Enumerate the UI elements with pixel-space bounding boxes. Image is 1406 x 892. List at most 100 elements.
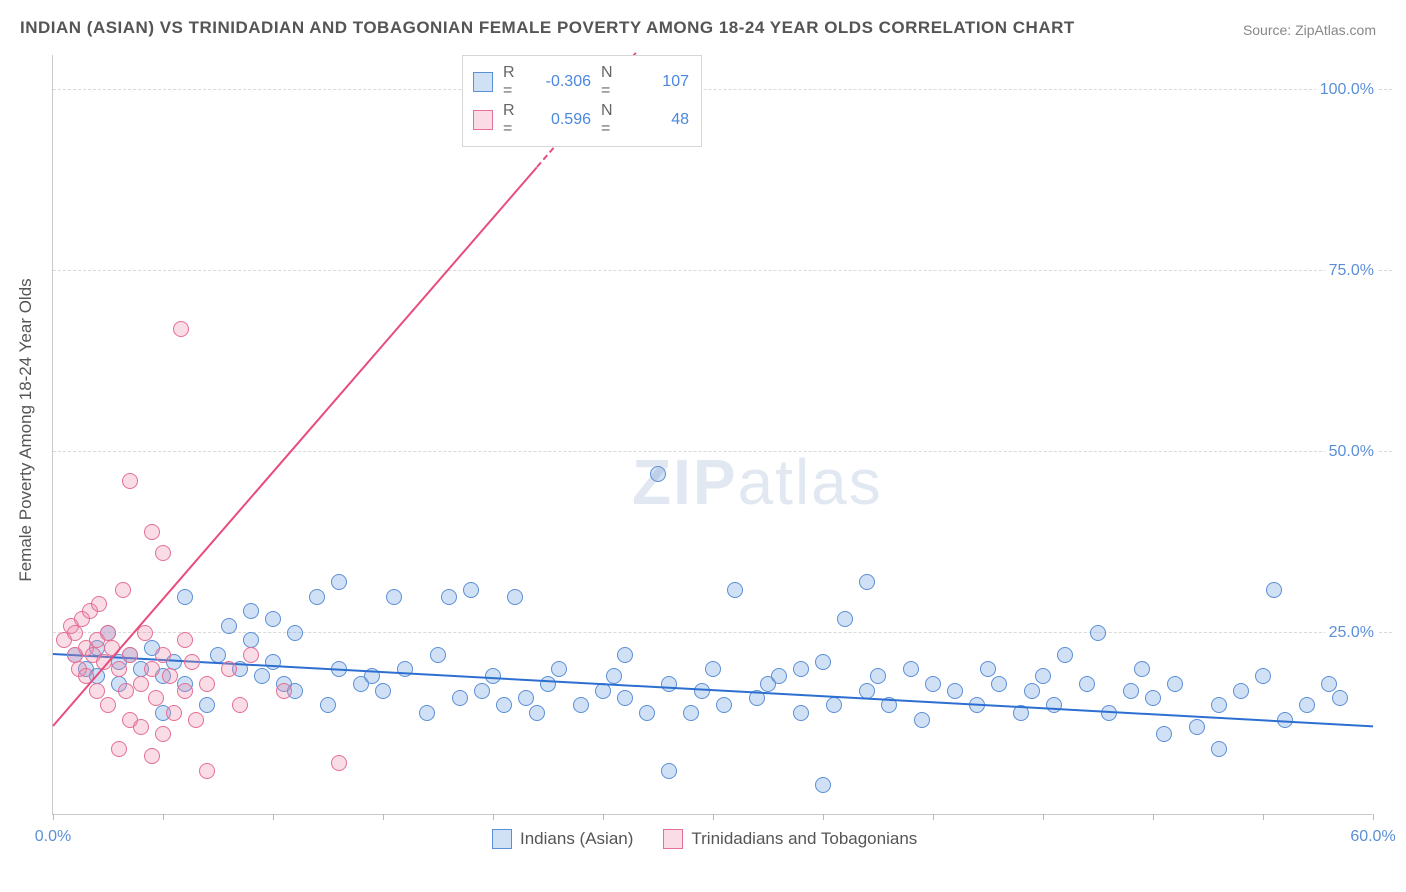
data-point	[661, 763, 677, 779]
data-point	[650, 466, 666, 482]
data-point	[188, 712, 204, 728]
plot-region: 25.0%50.0%75.0%100.0%0.0%60.0%	[52, 55, 1372, 815]
data-point	[122, 647, 138, 663]
data-point	[199, 763, 215, 779]
swatch-series1	[473, 72, 493, 92]
xtick	[933, 814, 934, 820]
data-point	[540, 676, 556, 692]
data-point	[606, 668, 622, 684]
data-point	[320, 697, 336, 713]
data-point	[463, 582, 479, 598]
data-point	[474, 683, 490, 699]
stat-label-r: R =	[503, 102, 517, 138]
data-point	[1024, 683, 1040, 699]
data-point	[1266, 582, 1282, 598]
data-point	[1079, 676, 1095, 692]
data-point	[67, 625, 83, 641]
data-point	[452, 690, 468, 706]
data-point	[430, 647, 446, 663]
xtick	[823, 814, 824, 820]
data-point	[947, 683, 963, 699]
data-point	[573, 697, 589, 713]
data-point	[89, 683, 105, 699]
data-point	[148, 690, 164, 706]
data-point	[683, 705, 699, 721]
data-point	[551, 661, 567, 677]
data-point	[375, 683, 391, 699]
ytick-label: 25.0%	[1325, 624, 1378, 642]
chart-area: 25.0%50.0%75.0%100.0%0.0%60.0% ZIPatlas …	[52, 55, 1372, 815]
stat-value-n1: 107	[625, 73, 689, 91]
data-point	[199, 697, 215, 713]
data-point	[177, 632, 193, 648]
xtick	[163, 814, 164, 820]
data-point	[122, 473, 138, 489]
data-point	[243, 647, 259, 663]
xtick	[1373, 814, 1374, 820]
data-point	[1156, 726, 1172, 742]
data-point	[1189, 719, 1205, 735]
data-point	[144, 748, 160, 764]
data-point	[639, 705, 655, 721]
chart-title: INDIAN (ASIAN) VS TRINIDADIAN AND TOBAGO…	[20, 18, 1075, 38]
gridline	[53, 89, 1392, 90]
xtick	[273, 814, 274, 820]
stat-label-n: N =	[601, 102, 615, 138]
data-point	[771, 668, 787, 684]
data-point	[1211, 741, 1227, 757]
legend: Indians (Asian) Trinidadians and Tobagon…	[492, 829, 917, 849]
data-point	[826, 697, 842, 713]
data-point	[144, 661, 160, 677]
data-point	[1090, 625, 1106, 641]
stats-row-series2: R = 0.596 N = 48	[473, 102, 689, 138]
data-point	[173, 321, 189, 337]
data-point	[309, 589, 325, 605]
ytick-label: 50.0%	[1325, 443, 1378, 461]
data-point	[815, 654, 831, 670]
data-point	[793, 705, 809, 721]
stat-label-n: N =	[601, 64, 615, 100]
legend-label-series2: Trinidadians and Tobagonians	[691, 829, 917, 849]
data-point	[870, 668, 886, 684]
xtick	[1043, 814, 1044, 820]
data-point	[441, 589, 457, 605]
xtick	[603, 814, 604, 820]
data-point	[1145, 690, 1161, 706]
data-point	[518, 690, 534, 706]
data-point	[507, 589, 523, 605]
data-point	[1211, 697, 1227, 713]
y-axis-label: Female Poverty Among 18-24 Year Olds	[16, 278, 36, 581]
source-label: Source: ZipAtlas.com	[1243, 22, 1376, 38]
stat-value-r1: -0.306	[527, 73, 591, 91]
data-point	[155, 647, 171, 663]
data-point	[166, 705, 182, 721]
data-point	[815, 777, 831, 793]
data-point	[331, 574, 347, 590]
data-point	[925, 676, 941, 692]
data-point	[133, 676, 149, 692]
data-point	[133, 719, 149, 735]
legend-swatch-series2	[663, 829, 683, 849]
data-point	[265, 611, 281, 627]
legend-item-series1: Indians (Asian)	[492, 829, 633, 849]
data-point	[1299, 697, 1315, 713]
gridline	[53, 270, 1392, 271]
xtick	[1263, 814, 1264, 820]
data-point	[100, 697, 116, 713]
data-point	[111, 661, 127, 677]
data-point	[727, 582, 743, 598]
data-point	[144, 524, 160, 540]
stat-value-r2: 0.596	[527, 111, 591, 129]
data-point	[111, 741, 127, 757]
xtick	[1153, 814, 1154, 820]
data-point	[386, 589, 402, 605]
ytick-label: 75.0%	[1325, 262, 1378, 280]
xtick	[493, 814, 494, 820]
data-point	[716, 697, 732, 713]
data-point	[276, 683, 292, 699]
data-point	[1046, 697, 1062, 713]
data-point	[914, 712, 930, 728]
data-point	[1123, 683, 1139, 699]
trend-line	[52, 167, 538, 727]
data-point	[155, 726, 171, 742]
